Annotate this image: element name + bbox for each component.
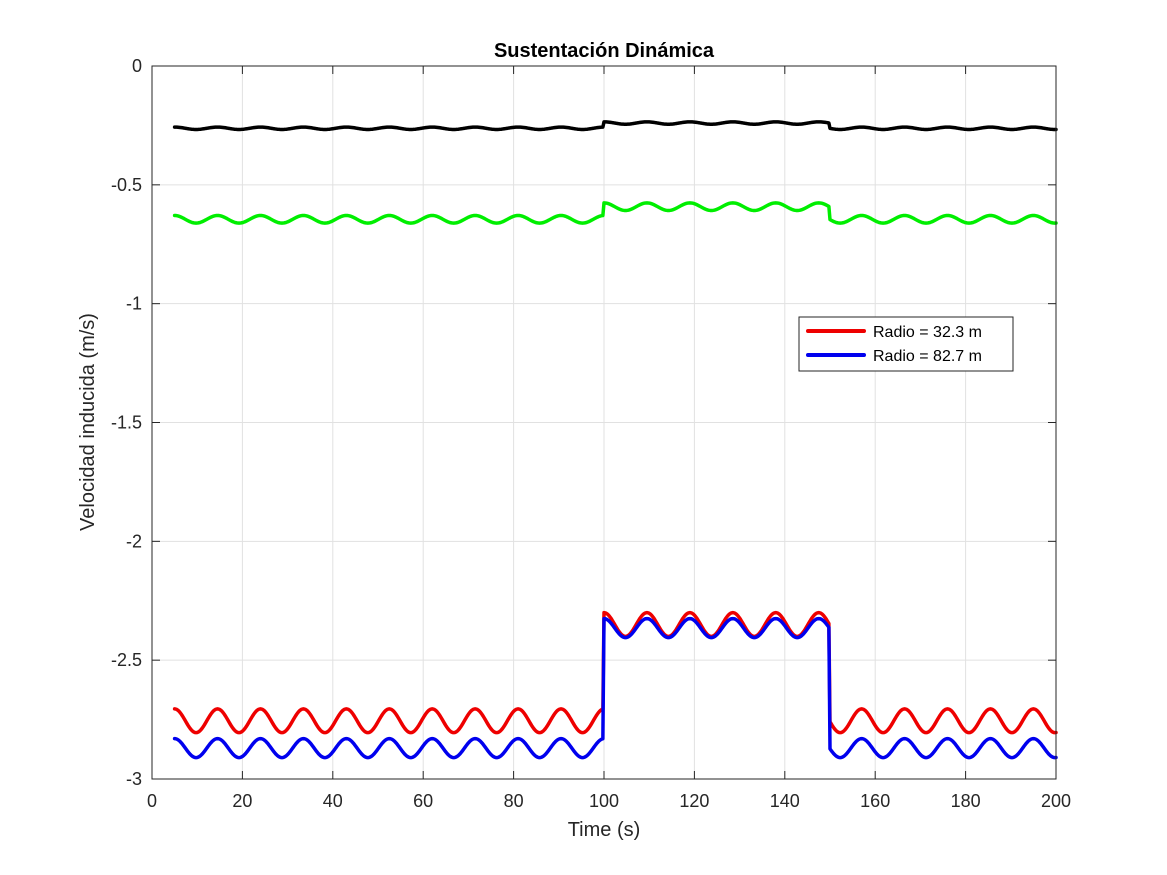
legend-entry-radio-32: Radio = 32.3 m <box>873 324 982 341</box>
x-tick-label: 60 <box>413 791 433 811</box>
y-axis: 0 -0.5 -1 -1.5 -2 -2.5 -3 <box>111 56 1056 789</box>
x-tick-label: 140 <box>770 791 800 811</box>
x-tick-label: 80 <box>504 791 524 811</box>
legend-entry-radio-82: Radio = 82.7 m <box>873 348 982 365</box>
x-tick-label: 40 <box>323 791 343 811</box>
y-tick-label: -2.5 <box>111 650 142 670</box>
series-layer <box>172 120 1058 760</box>
y-tick-label: -0.5 <box>111 175 142 195</box>
x-axis: 0 20 40 60 80 100 120 140 160 180 200 <box>147 66 1071 811</box>
chart-title: Sustentación Dinámica <box>494 40 715 62</box>
x-tick-label: 180 <box>951 791 981 811</box>
y-tick-label: -1 <box>126 294 142 314</box>
y-tick-label: 0 <box>132 56 142 76</box>
series-line-radio-82 <box>172 616 1058 760</box>
series-line-black <box>172 120 1058 132</box>
x-axis-label: Time (s) <box>568 819 641 841</box>
x-tick-label: 120 <box>679 791 709 811</box>
x-tick-label: 160 <box>860 791 890 811</box>
x-tick-label: 100 <box>589 791 619 811</box>
y-tick-label: -3 <box>126 769 142 789</box>
legend: Radio = 32.3 m Radio = 82.7 m <box>798 316 1014 372</box>
x-tick-label: 20 <box>232 791 252 811</box>
y-tick-label: -1.5 <box>111 413 142 433</box>
legend-box <box>798 316 1014 372</box>
x-tick-label: 200 <box>1041 791 1071 811</box>
series-line-green <box>172 201 1058 225</box>
x-tick-label: 0 <box>147 791 157 811</box>
y-tick-label: -2 <box>126 531 142 551</box>
series-line-radio-32 <box>172 610 1058 735</box>
y-axis-label: Velocidad inducida (m/s) <box>77 313 99 531</box>
